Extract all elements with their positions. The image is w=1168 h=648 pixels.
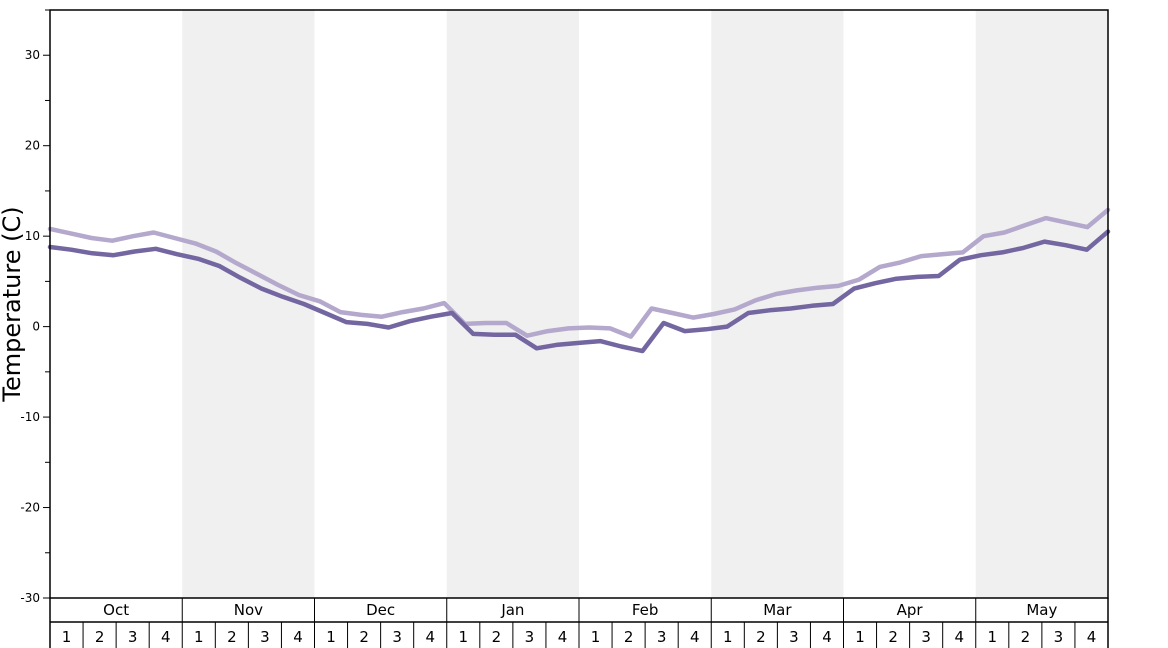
week-label: 1 [62, 628, 72, 646]
week-label: 2 [1021, 628, 1031, 646]
y-tick-label: -10 [20, 410, 40, 424]
week-label: 3 [789, 628, 799, 646]
week-label: 2 [95, 628, 105, 646]
month-band [446, 10, 579, 598]
month-label: Nov [234, 601, 263, 619]
month-label: Dec [366, 601, 395, 619]
y-axis: -30 -20 -10 0 10 20 30 [20, 9, 50, 605]
week-label: 3 [260, 628, 270, 646]
week-label: 4 [690, 628, 700, 646]
week-label: 3 [1054, 628, 1064, 646]
week-label: 1 [591, 628, 601, 646]
month-band [182, 10, 315, 598]
y-axis-label: Temperature (C) [0, 206, 26, 402]
week-label: 2 [359, 628, 369, 646]
y-tick-label: 30 [25, 48, 40, 62]
average-lines [47, 207, 1111, 354]
y-tick-label: -20 [20, 501, 40, 515]
week-label: 1 [459, 628, 469, 646]
y-tick-label: -30 [20, 591, 40, 605]
lower-average-line [47, 229, 1111, 354]
week-label: 3 [392, 628, 402, 646]
week-label: 4 [822, 628, 832, 646]
y-tick-label: 10 [25, 229, 40, 243]
month-band [975, 10, 1108, 598]
week-label: 1 [855, 628, 865, 646]
week-label: 4 [1087, 628, 1097, 646]
upper-average-line [47, 207, 1111, 339]
month-label: May [1026, 601, 1057, 619]
week-label: 4 [293, 628, 303, 646]
week-label: 3 [921, 628, 931, 646]
month-label: Feb [632, 601, 659, 619]
week-label: 4 [954, 628, 964, 646]
week-label: 2 [888, 628, 898, 646]
week-label: 4 [161, 628, 171, 646]
week-label: 3 [657, 628, 667, 646]
week-label: 4 [558, 628, 568, 646]
month-label: Apr [897, 601, 924, 619]
y-tick-label: 20 [25, 139, 40, 153]
week-label: 4 [425, 628, 435, 646]
month-label: Oct [103, 601, 129, 619]
week-label: 3 [525, 628, 535, 646]
week-label: 2 [756, 628, 766, 646]
month-axis: Oct Nov Dec Jan Feb Mar Apr May [49, 598, 1109, 648]
week-label: 1 [988, 628, 998, 646]
week-label: 2 [624, 628, 634, 646]
week-label: 2 [227, 628, 237, 646]
y-tick-label: 0 [32, 320, 40, 334]
week-axis: 1 2 3 4 1 2 3 4 1 2 3 4 1 2 3 4 1 2 3 4 1 2 3 4 1 2 3 4 1 2 3 4 [62, 622, 1096, 648]
week-label: 1 [194, 628, 204, 646]
week-label: 1 [326, 628, 336, 646]
week-label: 3 [128, 628, 138, 646]
month-label: Mar [763, 601, 792, 619]
week-label: 2 [492, 628, 502, 646]
week-label: 1 [723, 628, 733, 646]
month-label: Jan [500, 601, 524, 619]
